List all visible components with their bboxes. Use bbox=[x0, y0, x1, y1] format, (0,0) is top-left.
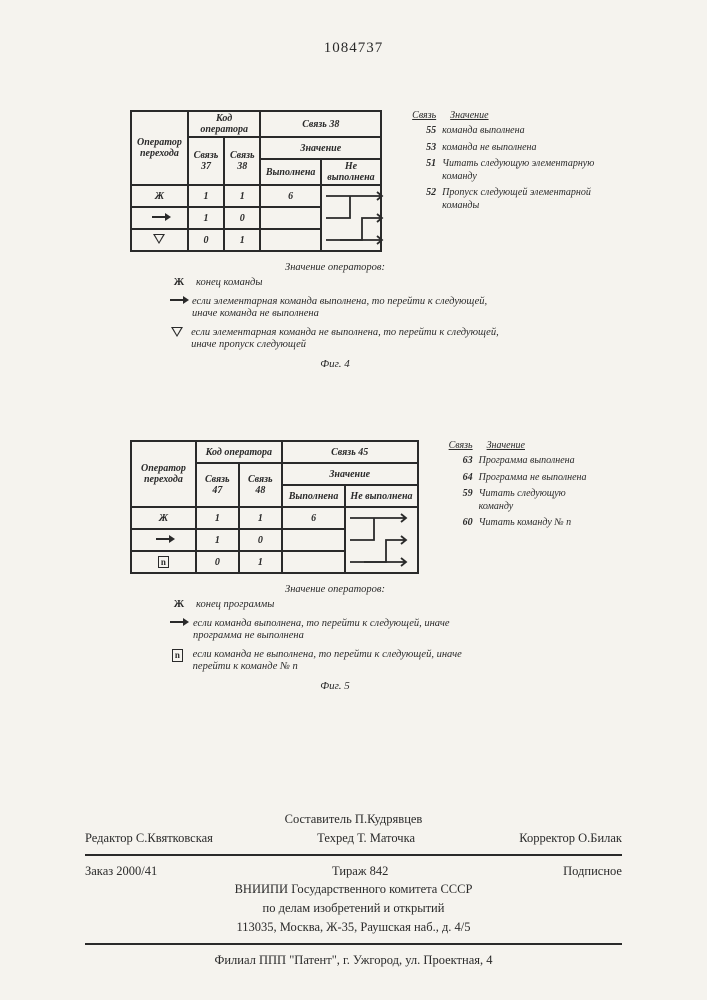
fig5-legend: Связь Значение 63Программа выполнена 64П… bbox=[449, 440, 600, 534]
divider bbox=[85, 943, 622, 945]
fig4-table: Оператор перехода Код оператора Связь 38… bbox=[130, 110, 382, 252]
op-text: если элементарная команда выполнена, то … bbox=[192, 296, 500, 321]
th-zn: Значение bbox=[260, 137, 381, 159]
legend-row: 60Читать команду № n bbox=[449, 517, 600, 530]
op-symbol: Ж bbox=[170, 599, 188, 612]
compiler: Составитель П.Кудрявцев bbox=[85, 810, 622, 829]
op-text: конец команды bbox=[196, 277, 262, 290]
legend-row: 59Читать следующую команду bbox=[449, 488, 600, 513]
fig5-table: Оператор перехода Код оператора Связь 45… bbox=[130, 440, 419, 574]
th-code: Код оператора bbox=[188, 111, 261, 137]
routing-arrows-icon bbox=[346, 508, 410, 574]
th-zn: Значение bbox=[282, 463, 418, 485]
filial: Филиал ППП "Патент", г. Ужгород, ул. Про… bbox=[85, 951, 622, 970]
th-link: Связь 38 bbox=[260, 111, 381, 137]
arrow-right-icon bbox=[152, 216, 166, 218]
doc-number: 1084737 bbox=[0, 40, 707, 57]
boxed-n-icon: n bbox=[158, 556, 169, 568]
legend-head-c1: Связь bbox=[449, 440, 473, 451]
org-line2: по делам изобретений и открытий bbox=[85, 899, 622, 918]
th-l1: Связь 37 bbox=[188, 137, 224, 185]
tirage: Тираж 842 bbox=[332, 862, 388, 881]
th-l1: Связь 47 bbox=[196, 463, 239, 507]
th-l2: Связь 38 bbox=[224, 137, 260, 185]
legend-row: 51Читать следующую элементарную команду bbox=[412, 158, 600, 183]
figure-5: Оператор перехода Код оператора Связь 45… bbox=[130, 440, 600, 692]
triangle-down-icon bbox=[153, 234, 165, 244]
figure-4: Оператор перехода Код оператора Связь 38… bbox=[130, 110, 600, 370]
legend-row: 55команда выполнена bbox=[412, 125, 600, 138]
arrow-right-icon bbox=[170, 296, 184, 321]
order-number: Заказ 2000/41 bbox=[85, 862, 157, 881]
footer: Составитель П.Кудрявцев Редактор С.Квятк… bbox=[85, 810, 622, 969]
editor: Редактор С.Квятковская bbox=[85, 829, 213, 848]
legend-head-c1: Связь bbox=[412, 110, 436, 121]
th-op: Оператор перехода bbox=[131, 441, 196, 507]
fig4-ops: Значение операторов: Жконец команды если… bbox=[170, 262, 500, 370]
address: 113035, Москва, Ж-35, Раушская наб., д. … bbox=[85, 918, 622, 937]
legend-head-c2: Значение bbox=[487, 440, 525, 451]
legend-row: 52Пропуск следующей элементарной команды bbox=[412, 187, 600, 212]
op-text: если команда выполнена, то перейти к сле… bbox=[193, 618, 500, 643]
op-text: если элементарная команда не выполнена, … bbox=[191, 327, 500, 352]
th-l2: Связь 48 bbox=[239, 463, 282, 507]
op-text: конец программы bbox=[196, 599, 274, 612]
table-row: Ж 1 1 6 bbox=[131, 185, 381, 207]
th-link: Связь 45 bbox=[282, 441, 418, 463]
routing-arrows-icon bbox=[322, 186, 386, 252]
legend-head-c2: Значение bbox=[450, 110, 488, 121]
th-nv: Не выполнена bbox=[345, 485, 417, 507]
fig-label: Фиг. 5 bbox=[170, 680, 500, 692]
legend-row: 63Программа выполнена bbox=[449, 455, 600, 468]
fig5-ops: Значение операторов: Жконец программы ес… bbox=[170, 584, 500, 692]
legend-row: 64Программа не выполнена bbox=[449, 472, 600, 485]
table-row: Ж 1 1 6 bbox=[131, 507, 418, 529]
th-v: Выполнена bbox=[282, 485, 346, 507]
tech-editor: Техред Т. Маточка bbox=[317, 829, 415, 848]
divider bbox=[85, 854, 622, 856]
boxed-n-icon: n bbox=[170, 649, 185, 674]
th-nv: Не выполнена bbox=[321, 159, 381, 185]
ops-title: Значение операторов: bbox=[170, 584, 500, 595]
legend-row: 53команда не выполнена bbox=[412, 142, 600, 155]
th-op: Оператор перехода bbox=[131, 111, 188, 185]
signature: Подписное bbox=[563, 862, 622, 881]
th-v: Выполнена bbox=[260, 159, 320, 185]
ops-title: Значение операторов: bbox=[170, 262, 500, 273]
arrow-right-icon bbox=[156, 538, 170, 540]
fig4-legend: Связь Значение 55команда выполнена 53ком… bbox=[412, 110, 600, 216]
org-line1: ВНИИПИ Государственного комитета СССР bbox=[85, 880, 622, 899]
triangle-down-icon bbox=[170, 327, 183, 352]
fig-label: Фиг. 4 bbox=[170, 358, 500, 370]
corrector: Корректор О.Билак bbox=[519, 829, 622, 848]
th-code: Код оператора bbox=[196, 441, 282, 463]
op-text: если команда не выполнена, то перейти к … bbox=[193, 649, 500, 674]
arrow-right-icon bbox=[170, 618, 185, 643]
op-symbol: Ж bbox=[170, 277, 188, 290]
